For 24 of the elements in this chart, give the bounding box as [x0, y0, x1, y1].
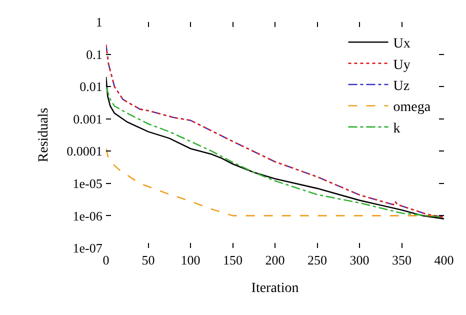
y-tick-label: 1: [96, 14, 102, 30]
x-tick-label: 250: [308, 252, 327, 268]
x-tick-label: 200: [265, 252, 285, 268]
y-axis-title: Residuals: [36, 108, 52, 162]
x-tick-label: 150: [223, 252, 242, 268]
y-tick-label: 1e-05: [72, 176, 102, 191]
x-tick-label: 400: [434, 252, 454, 268]
x-tick-label: 100: [180, 252, 200, 268]
legend-label: omega: [393, 100, 432, 116]
y-tick-label: 1e-07: [72, 240, 103, 256]
x-tick-label: 50: [142, 252, 155, 268]
y-tick-label: 0.1: [86, 46, 102, 62]
y-tick-label: 0.001: [73, 111, 102, 126]
y-tick-label: 1e-06: [72, 208, 103, 224]
legend-label: Uz: [393, 78, 410, 94]
legend-label: k: [393, 121, 400, 136]
x-tick-label: 300: [350, 252, 370, 268]
legend-label: Uy: [393, 58, 410, 73]
y-tick-label: 0.01: [80, 79, 102, 94]
x-tick-label: 0: [102, 252, 110, 268]
x-tick-label: 350: [392, 252, 412, 268]
legend-label: Ux: [393, 36, 410, 52]
y-tick-label: 0.0001: [66, 144, 102, 159]
x-axis-title: Iteration: [251, 280, 299, 296]
